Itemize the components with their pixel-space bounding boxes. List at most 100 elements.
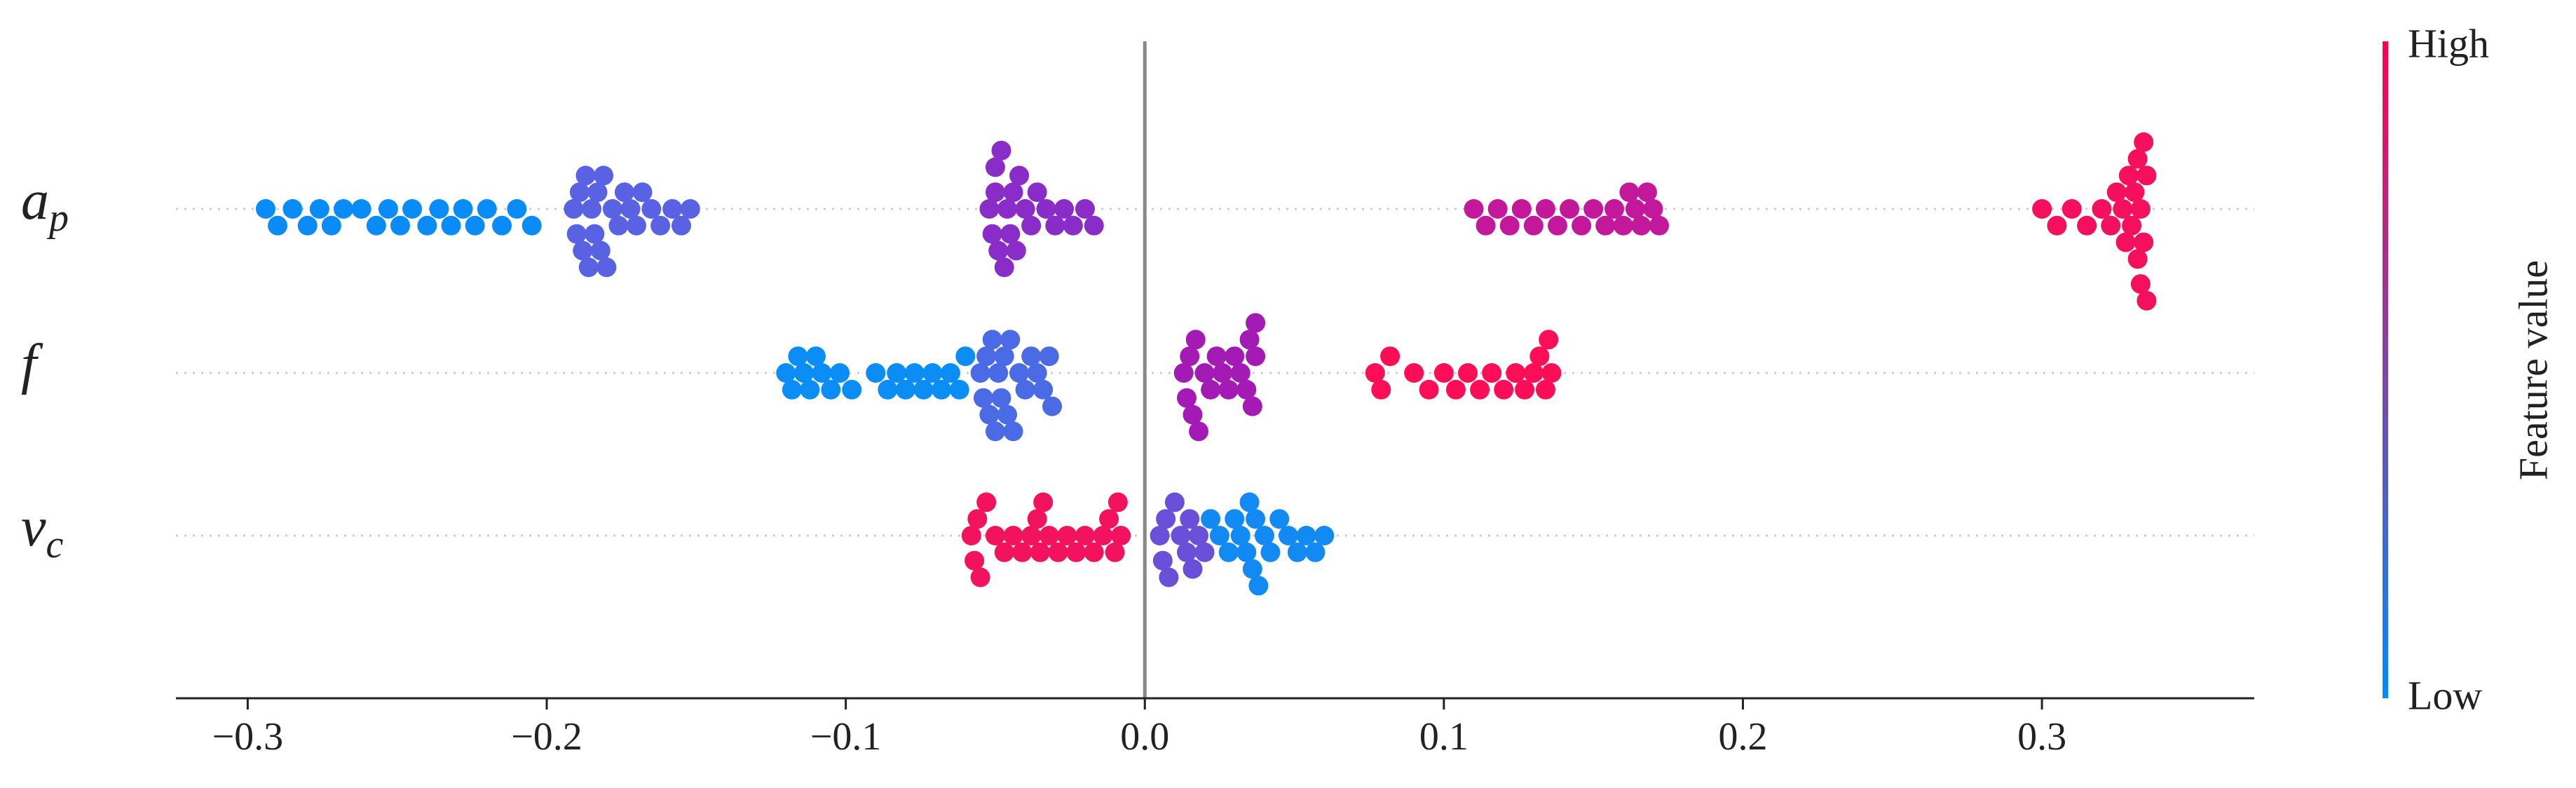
- point: [932, 379, 952, 400]
- point: [887, 363, 907, 383]
- point: [429, 199, 449, 219]
- colorbar-label: Feature value: [2510, 260, 2556, 480]
- point: [2134, 232, 2154, 252]
- point: [378, 199, 398, 219]
- point: [1057, 526, 1077, 545]
- point: [1604, 199, 1625, 219]
- point: [1314, 526, 1335, 545]
- point: [1242, 559, 1262, 579]
- point: [1075, 199, 1095, 219]
- point: [2127, 249, 2148, 269]
- point: [602, 199, 622, 219]
- point: [997, 405, 1017, 425]
- point: [333, 199, 353, 219]
- point: [1183, 405, 1203, 425]
- point: [1572, 215, 1592, 236]
- point: [1063, 215, 1083, 236]
- point: [776, 363, 796, 383]
- point: [788, 346, 808, 367]
- point: [994, 542, 1014, 562]
- point: [1529, 346, 1550, 367]
- point: [1033, 379, 1054, 400]
- point: [608, 215, 629, 236]
- point: [985, 526, 1005, 545]
- feature-subscript: p: [46, 196, 69, 240]
- point: [1003, 182, 1023, 203]
- x-tick-label: 0.2: [1718, 715, 1767, 759]
- point: [1000, 330, 1021, 350]
- feature-label: ap: [21, 170, 69, 240]
- point: [955, 346, 976, 367]
- point: [1225, 346, 1245, 367]
- point: [587, 182, 608, 203]
- point: [2077, 215, 2097, 236]
- point: [1482, 363, 1502, 383]
- point: [2130, 274, 2151, 294]
- point: [1075, 526, 1095, 545]
- point: [1433, 363, 1454, 383]
- point: [1239, 330, 1260, 350]
- point: [2122, 215, 2142, 236]
- point: [650, 215, 671, 236]
- point: [2125, 182, 2145, 203]
- x-tick-label: −0.2: [511, 715, 582, 759]
- point: [1209, 526, 1229, 545]
- point: [976, 346, 997, 367]
- point: [1084, 542, 1104, 562]
- point: [985, 421, 1005, 442]
- point: [1494, 379, 1514, 400]
- point: [988, 363, 1009, 383]
- point: [961, 526, 981, 545]
- point: [1189, 421, 1209, 442]
- point: [985, 182, 1005, 203]
- point: [1523, 363, 1543, 383]
- point: [1021, 346, 1042, 367]
- point: [1560, 199, 1580, 219]
- point: [1637, 182, 1657, 203]
- point: [1523, 215, 1543, 236]
- point: [671, 215, 691, 236]
- point: [913, 379, 934, 400]
- point: [1535, 199, 1555, 219]
- point: [1239, 492, 1260, 512]
- point: [949, 379, 969, 400]
- point: [282, 199, 303, 219]
- point: [1230, 526, 1250, 545]
- point: [2118, 165, 2139, 186]
- point: [1150, 526, 1170, 545]
- point: [979, 405, 1000, 425]
- point: [1173, 363, 1194, 383]
- point: [970, 567, 990, 587]
- point: [1487, 199, 1508, 219]
- point: [1404, 363, 1424, 383]
- point: [578, 257, 599, 278]
- point: [1535, 379, 1555, 400]
- x-tick-label: 0.1: [1419, 715, 1468, 759]
- point: [1595, 215, 1616, 236]
- point: [922, 363, 943, 383]
- point: [997, 199, 1017, 219]
- point: [1189, 526, 1209, 545]
- point: [1171, 526, 1191, 545]
- point: [970, 363, 990, 383]
- point: [1547, 215, 1567, 236]
- point: [1206, 346, 1227, 367]
- point: [967, 509, 988, 529]
- point: [1365, 363, 1385, 383]
- point: [268, 215, 288, 236]
- point: [2106, 182, 2127, 203]
- point: [940, 363, 960, 383]
- x-tick-label: 0.0: [1120, 715, 1169, 759]
- point: [1003, 526, 1023, 545]
- point: [1021, 215, 1042, 236]
- point: [1036, 199, 1056, 219]
- point: [662, 199, 683, 219]
- point: [1269, 509, 1290, 529]
- point: [1470, 379, 1490, 400]
- point: [904, 363, 925, 383]
- point: [680, 199, 700, 219]
- colorbar: [2383, 41, 2388, 698]
- point: [2115, 232, 2136, 252]
- point: [1180, 346, 1200, 367]
- point: [982, 224, 1002, 244]
